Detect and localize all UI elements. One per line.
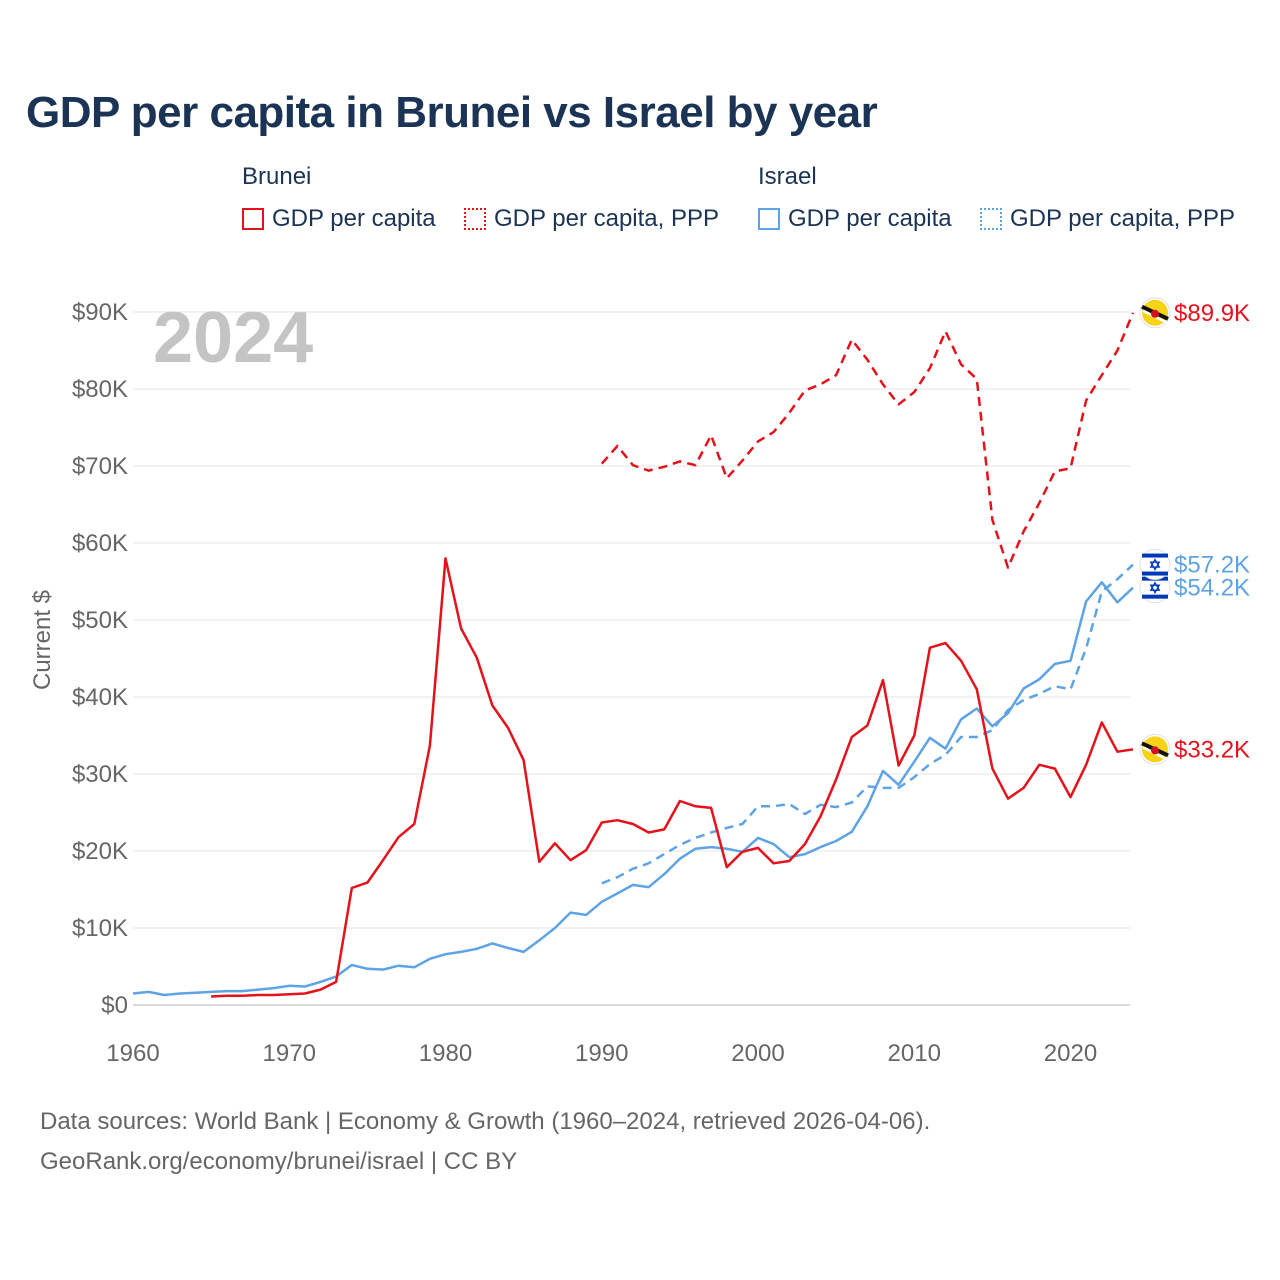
israel-flag-icon — [1139, 549, 1171, 581]
legend-swatch-solid — [758, 208, 780, 230]
series-line-israel-gdp-per-capita-ppp[interactable] — [601, 563, 1134, 885]
y-tick-label: $20K — [72, 838, 128, 865]
footer-credit[interactable]: GeoRank.org/economy/brunei/israel | CC B… — [40, 1148, 518, 1175]
legend-swatch-dotted — [464, 208, 486, 230]
year-watermark: 2024 — [153, 298, 313, 378]
x-tick-label: 1960 — [106, 1040, 159, 1067]
end-value-label: $33.2K — [1174, 736, 1250, 763]
x-tick-label: 1970 — [263, 1040, 316, 1067]
legend-item-brunei-gdp[interactable]: GDP per capita — [242, 205, 436, 233]
footer-sources: Data sources: World Bank | Economy & Gro… — [40, 1108, 931, 1135]
series-lines — [132, 312, 1135, 998]
israel-flag-icon — [1139, 572, 1171, 604]
end-labels: $33.2K $89.9K $54.2K$57.2K — [1139, 297, 1250, 765]
y-tick-label: $30K — [72, 761, 128, 788]
x-tick-label: 2010 — [888, 1040, 941, 1067]
y-tick-label: $10K — [72, 915, 128, 942]
brunei-flag-icon — [1139, 733, 1171, 765]
legend-label: GDP per capita — [272, 205, 436, 232]
legend-label: GDP per capita, PPP — [494, 205, 719, 232]
legend-item-brunei-gdp-ppp[interactable]: GDP per capita, PPP — [464, 205, 719, 233]
legend-swatch-solid — [242, 208, 264, 230]
y-tick-label: $90K — [72, 299, 128, 326]
y-tick-label: $60K — [72, 530, 128, 557]
y-tick-label: $0 — [101, 992, 128, 1019]
series-line-brunei-gdp-per-capita[interactable] — [211, 557, 1134, 998]
gridlines — [133, 311, 1130, 1006]
legend-label: GDP per capita — [788, 205, 952, 232]
x-tick-label: 2020 — [1044, 1040, 1097, 1067]
legend-label: GDP per capita, PPP — [1010, 205, 1235, 232]
line-chart: 2024 $0$10K$20K$30K$40K$50K$60K$70K$80K$… — [29, 297, 1250, 1067]
end-value-label: $89.9K — [1174, 300, 1250, 327]
x-tick-label: 2000 — [731, 1040, 784, 1067]
end-value-label: $54.2K — [1174, 575, 1250, 602]
end-value-label: $57.2K — [1174, 552, 1250, 579]
legend-item-israel-gdp-ppp[interactable]: GDP per capita, PPP — [980, 205, 1235, 233]
y-axis-title: Current $ — [29, 590, 56, 690]
y-tick-label: $80K — [72, 376, 128, 403]
legend-group-brunei: Brunei — [242, 163, 312, 190]
brunei-flag-icon — [1139, 297, 1171, 329]
y-tick-label: $50K — [72, 607, 128, 634]
series-line-israel-gdp-per-capita[interactable] — [132, 581, 1134, 997]
legend-group-israel: Israel — [758, 163, 817, 190]
x-tick-label: 1990 — [575, 1040, 628, 1067]
legend-item-israel-gdp[interactable]: GDP per capita — [758, 205, 952, 233]
chart-title: GDP per capita in Brunei vs Israel by ye… — [26, 88, 878, 137]
legend-swatch-dotted — [980, 208, 1002, 230]
y-tick-label: $40K — [72, 684, 128, 711]
y-tick-label: $70K — [72, 453, 128, 480]
axes: $0 $10K $20K $30K $40K $50K $60K $70K $80K $90K 19… — [72, 299, 1097, 1067]
x-tick-label: 1980 — [419, 1040, 472, 1067]
series-line-brunei-gdp-per-capita-ppp[interactable] — [600, 312, 1135, 569]
